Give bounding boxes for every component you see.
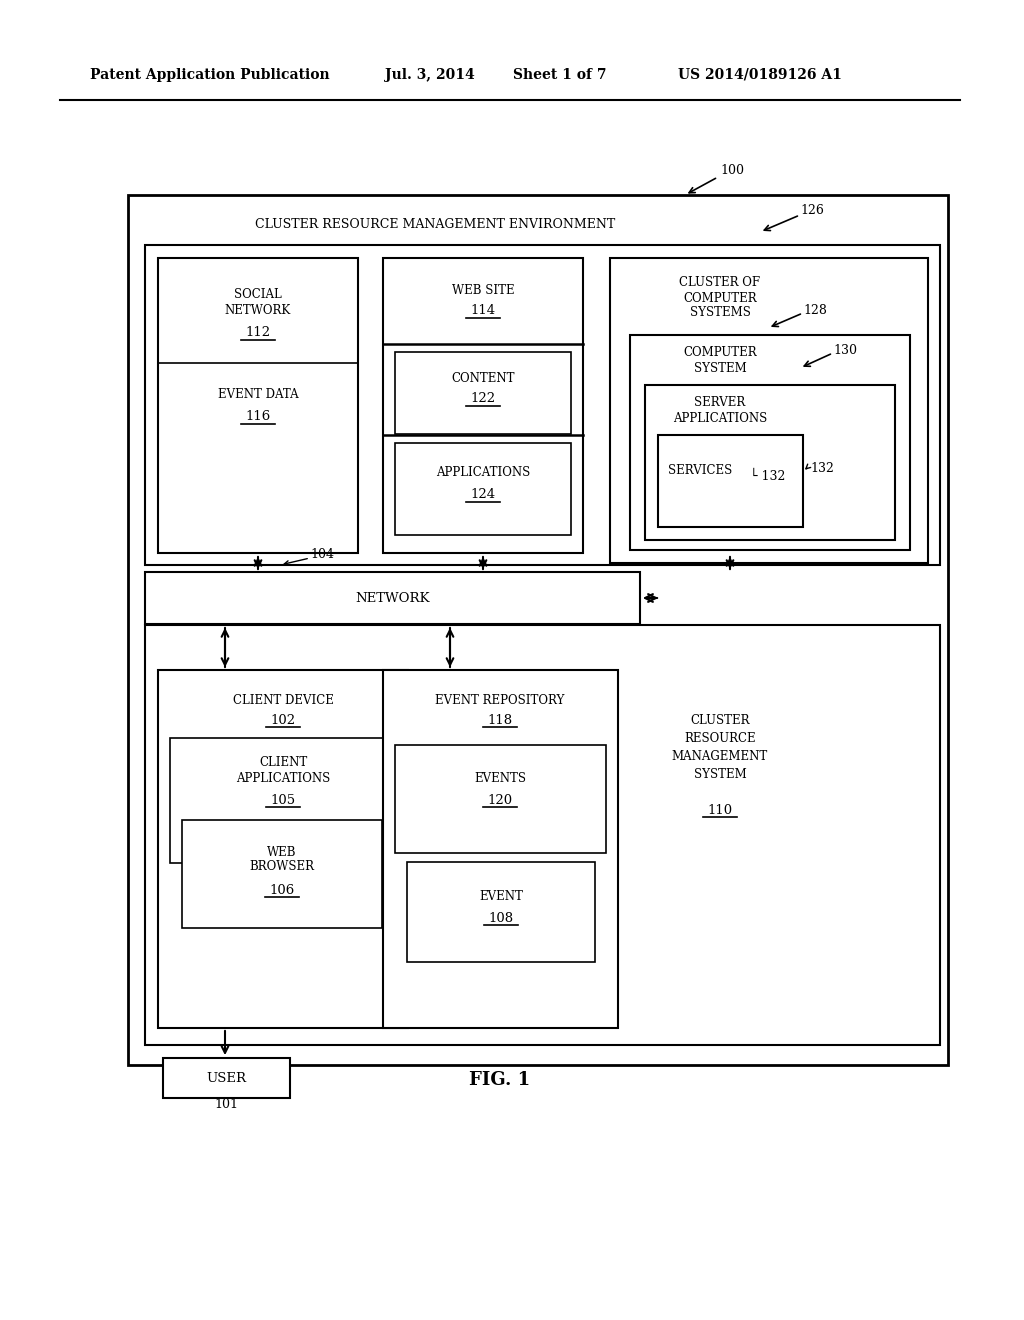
Text: 112: 112 — [246, 326, 270, 339]
FancyBboxPatch shape — [145, 246, 940, 565]
Text: CLIENT: CLIENT — [259, 756, 307, 770]
Text: FIG. 1: FIG. 1 — [469, 1071, 530, 1089]
Text: CONTENT: CONTENT — [452, 371, 515, 384]
Text: 114: 114 — [470, 305, 496, 318]
Text: EVENT DATA: EVENT DATA — [218, 388, 298, 401]
Text: US 2014/0189126 A1: US 2014/0189126 A1 — [678, 69, 842, 82]
Text: 102: 102 — [270, 714, 296, 726]
Text: WEB SITE: WEB SITE — [452, 284, 514, 297]
FancyBboxPatch shape — [383, 671, 618, 1028]
Text: 132: 132 — [810, 462, 834, 474]
Text: NETWORK: NETWORK — [355, 591, 430, 605]
Text: SYSTEM: SYSTEM — [693, 767, 746, 780]
Text: USER: USER — [206, 1072, 246, 1085]
Text: NETWORK: NETWORK — [225, 305, 291, 318]
Text: 128: 128 — [803, 304, 826, 317]
Text: EVENT REPOSITORY: EVENT REPOSITORY — [435, 693, 564, 706]
Text: 116: 116 — [246, 411, 270, 424]
Text: BROWSER: BROWSER — [250, 861, 314, 874]
FancyBboxPatch shape — [145, 624, 940, 1045]
FancyBboxPatch shape — [395, 444, 571, 535]
Text: SERVER: SERVER — [694, 396, 745, 409]
FancyBboxPatch shape — [658, 436, 803, 527]
FancyBboxPatch shape — [182, 820, 382, 928]
Text: SERVICES: SERVICES — [668, 463, 732, 477]
Text: CLUSTER OF: CLUSTER OF — [680, 276, 761, 289]
Text: SOCIAL: SOCIAL — [234, 289, 282, 301]
Text: APPLICATIONS: APPLICATIONS — [236, 771, 330, 784]
FancyBboxPatch shape — [407, 862, 595, 962]
Text: 101: 101 — [214, 1098, 238, 1111]
FancyBboxPatch shape — [383, 257, 583, 553]
Text: 118: 118 — [487, 714, 513, 726]
Text: └ 132: └ 132 — [750, 470, 785, 483]
FancyBboxPatch shape — [645, 385, 895, 540]
Text: 100: 100 — [720, 164, 744, 177]
Text: 120: 120 — [487, 793, 513, 807]
Text: MANAGEMENT: MANAGEMENT — [672, 750, 768, 763]
Text: 130: 130 — [833, 343, 857, 356]
Text: EVENTS: EVENTS — [474, 771, 526, 784]
FancyBboxPatch shape — [395, 744, 606, 853]
FancyBboxPatch shape — [158, 257, 358, 553]
Text: COMPUTER: COMPUTER — [683, 292, 757, 305]
Text: 105: 105 — [270, 793, 296, 807]
Text: EVENT: EVENT — [479, 891, 523, 903]
Text: 122: 122 — [470, 392, 496, 405]
Text: SYSTEM: SYSTEM — [693, 362, 746, 375]
Text: 104: 104 — [310, 549, 334, 561]
Text: CLUSTER: CLUSTER — [690, 714, 750, 726]
Text: Patent Application Publication: Patent Application Publication — [90, 69, 330, 82]
Text: Jul. 3, 2014: Jul. 3, 2014 — [385, 69, 475, 82]
Text: CLIENT DEVICE: CLIENT DEVICE — [232, 693, 334, 706]
FancyBboxPatch shape — [395, 352, 571, 434]
Text: WEB: WEB — [267, 846, 297, 858]
Text: APPLICATIONS: APPLICATIONS — [436, 466, 530, 479]
Text: RESOURCE: RESOURCE — [684, 731, 756, 744]
Text: 124: 124 — [470, 488, 496, 502]
FancyBboxPatch shape — [145, 572, 640, 624]
Text: 108: 108 — [488, 912, 514, 924]
Text: CLUSTER RESOURCE MANAGEMENT ENVIRONMENT: CLUSTER RESOURCE MANAGEMENT ENVIRONMENT — [255, 219, 615, 231]
Text: 110: 110 — [708, 804, 732, 817]
Text: 106: 106 — [269, 883, 295, 896]
Text: Sheet 1 of 7: Sheet 1 of 7 — [513, 69, 607, 82]
FancyBboxPatch shape — [610, 257, 928, 564]
Text: COMPUTER: COMPUTER — [683, 346, 757, 359]
FancyBboxPatch shape — [170, 738, 395, 863]
FancyBboxPatch shape — [158, 671, 408, 1028]
Text: APPLICATIONS: APPLICATIONS — [673, 412, 767, 425]
Text: SYSTEMS: SYSTEMS — [689, 306, 751, 319]
FancyBboxPatch shape — [128, 195, 948, 1065]
FancyBboxPatch shape — [163, 1059, 290, 1098]
FancyBboxPatch shape — [630, 335, 910, 550]
Text: 126: 126 — [800, 203, 824, 216]
